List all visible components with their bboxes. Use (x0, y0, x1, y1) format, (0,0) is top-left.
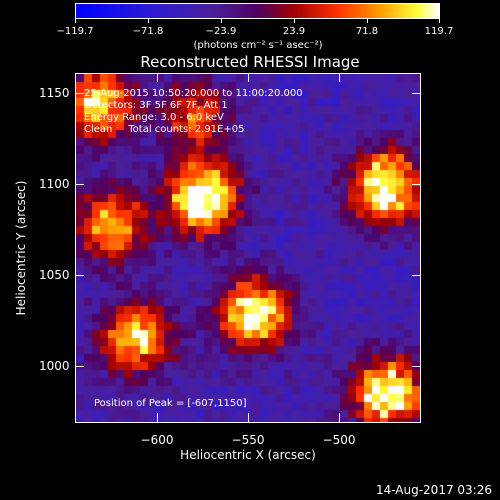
colorbar-tick-label: −23.9 (205, 26, 237, 37)
info-detectors: Detectors: 3F 5F 6F 7F, Att 1 (84, 100, 228, 111)
peak-position: Position of Peak = [-607,1150] (94, 398, 247, 409)
colorbar-tick-label: 119.7 (424, 26, 454, 37)
colorbar-tick (367, 19, 368, 23)
y-tick-right (412, 93, 421, 94)
plot-title: Reconstructed RHESSI Image (140, 53, 360, 71)
y-tick-label: 1100 (39, 177, 70, 191)
info-energy-range: Energy Range: 3.0 - 6.0 keV (84, 112, 224, 123)
colorbar-units: (photons cm⁻² s⁻¹ asec⁻²) (193, 40, 323, 51)
x-tick (339, 413, 340, 422)
y-tick-right (412, 184, 421, 185)
y-tick (75, 275, 84, 276)
x-tick (248, 413, 249, 422)
image-plot: 25-Aug-2015 10:50:20.000 to 11:00:20.000… (75, 73, 421, 423)
colorbar-tick-label: 71.8 (355, 26, 379, 37)
colorbar-tick (75, 19, 76, 23)
x-tick-top (339, 73, 340, 82)
y-tick-label: 1150 (39, 86, 70, 100)
x-tick-label: −550 (231, 433, 265, 447)
x-tick-label: −600 (140, 433, 174, 447)
colorbar-tick-label: −71.8 (132, 26, 164, 37)
y-tick-label: 1050 (39, 268, 70, 282)
info-time-range: 25-Aug-2015 10:50:20.000 to 11:00:20.000 (84, 88, 303, 99)
x-axis-title: Heliocentric X (arcsec) (180, 448, 316, 462)
colorbar-tick (439, 19, 440, 23)
colorbar-tick-label: −119.7 (56, 26, 94, 37)
colorbar-tick-label: 23.9 (282, 26, 306, 37)
colorbar-tick (294, 19, 295, 23)
info-total-counts: Clean Total counts: 2.91E+05 (84, 124, 245, 135)
colorbar-tick (148, 19, 149, 23)
x-tick-label: −500 (322, 433, 356, 447)
y-tick (75, 93, 84, 94)
timestamp: 14-Aug-2017 03:26 (375, 483, 492, 497)
heatmap-image (76, 74, 420, 422)
y-tick (75, 184, 84, 185)
y-tick-right (412, 366, 421, 367)
y-tick-right (412, 275, 421, 276)
y-axis-title: Heliocentric Y (arcsec) (14, 180, 28, 316)
colorbar-tick (221, 19, 222, 23)
y-tick-label: 1000 (39, 359, 70, 373)
y-tick (75, 366, 84, 367)
colorbar (75, 3, 440, 19)
x-tick (157, 413, 158, 422)
x-tick-top (248, 73, 249, 82)
x-tick-top (157, 73, 158, 82)
